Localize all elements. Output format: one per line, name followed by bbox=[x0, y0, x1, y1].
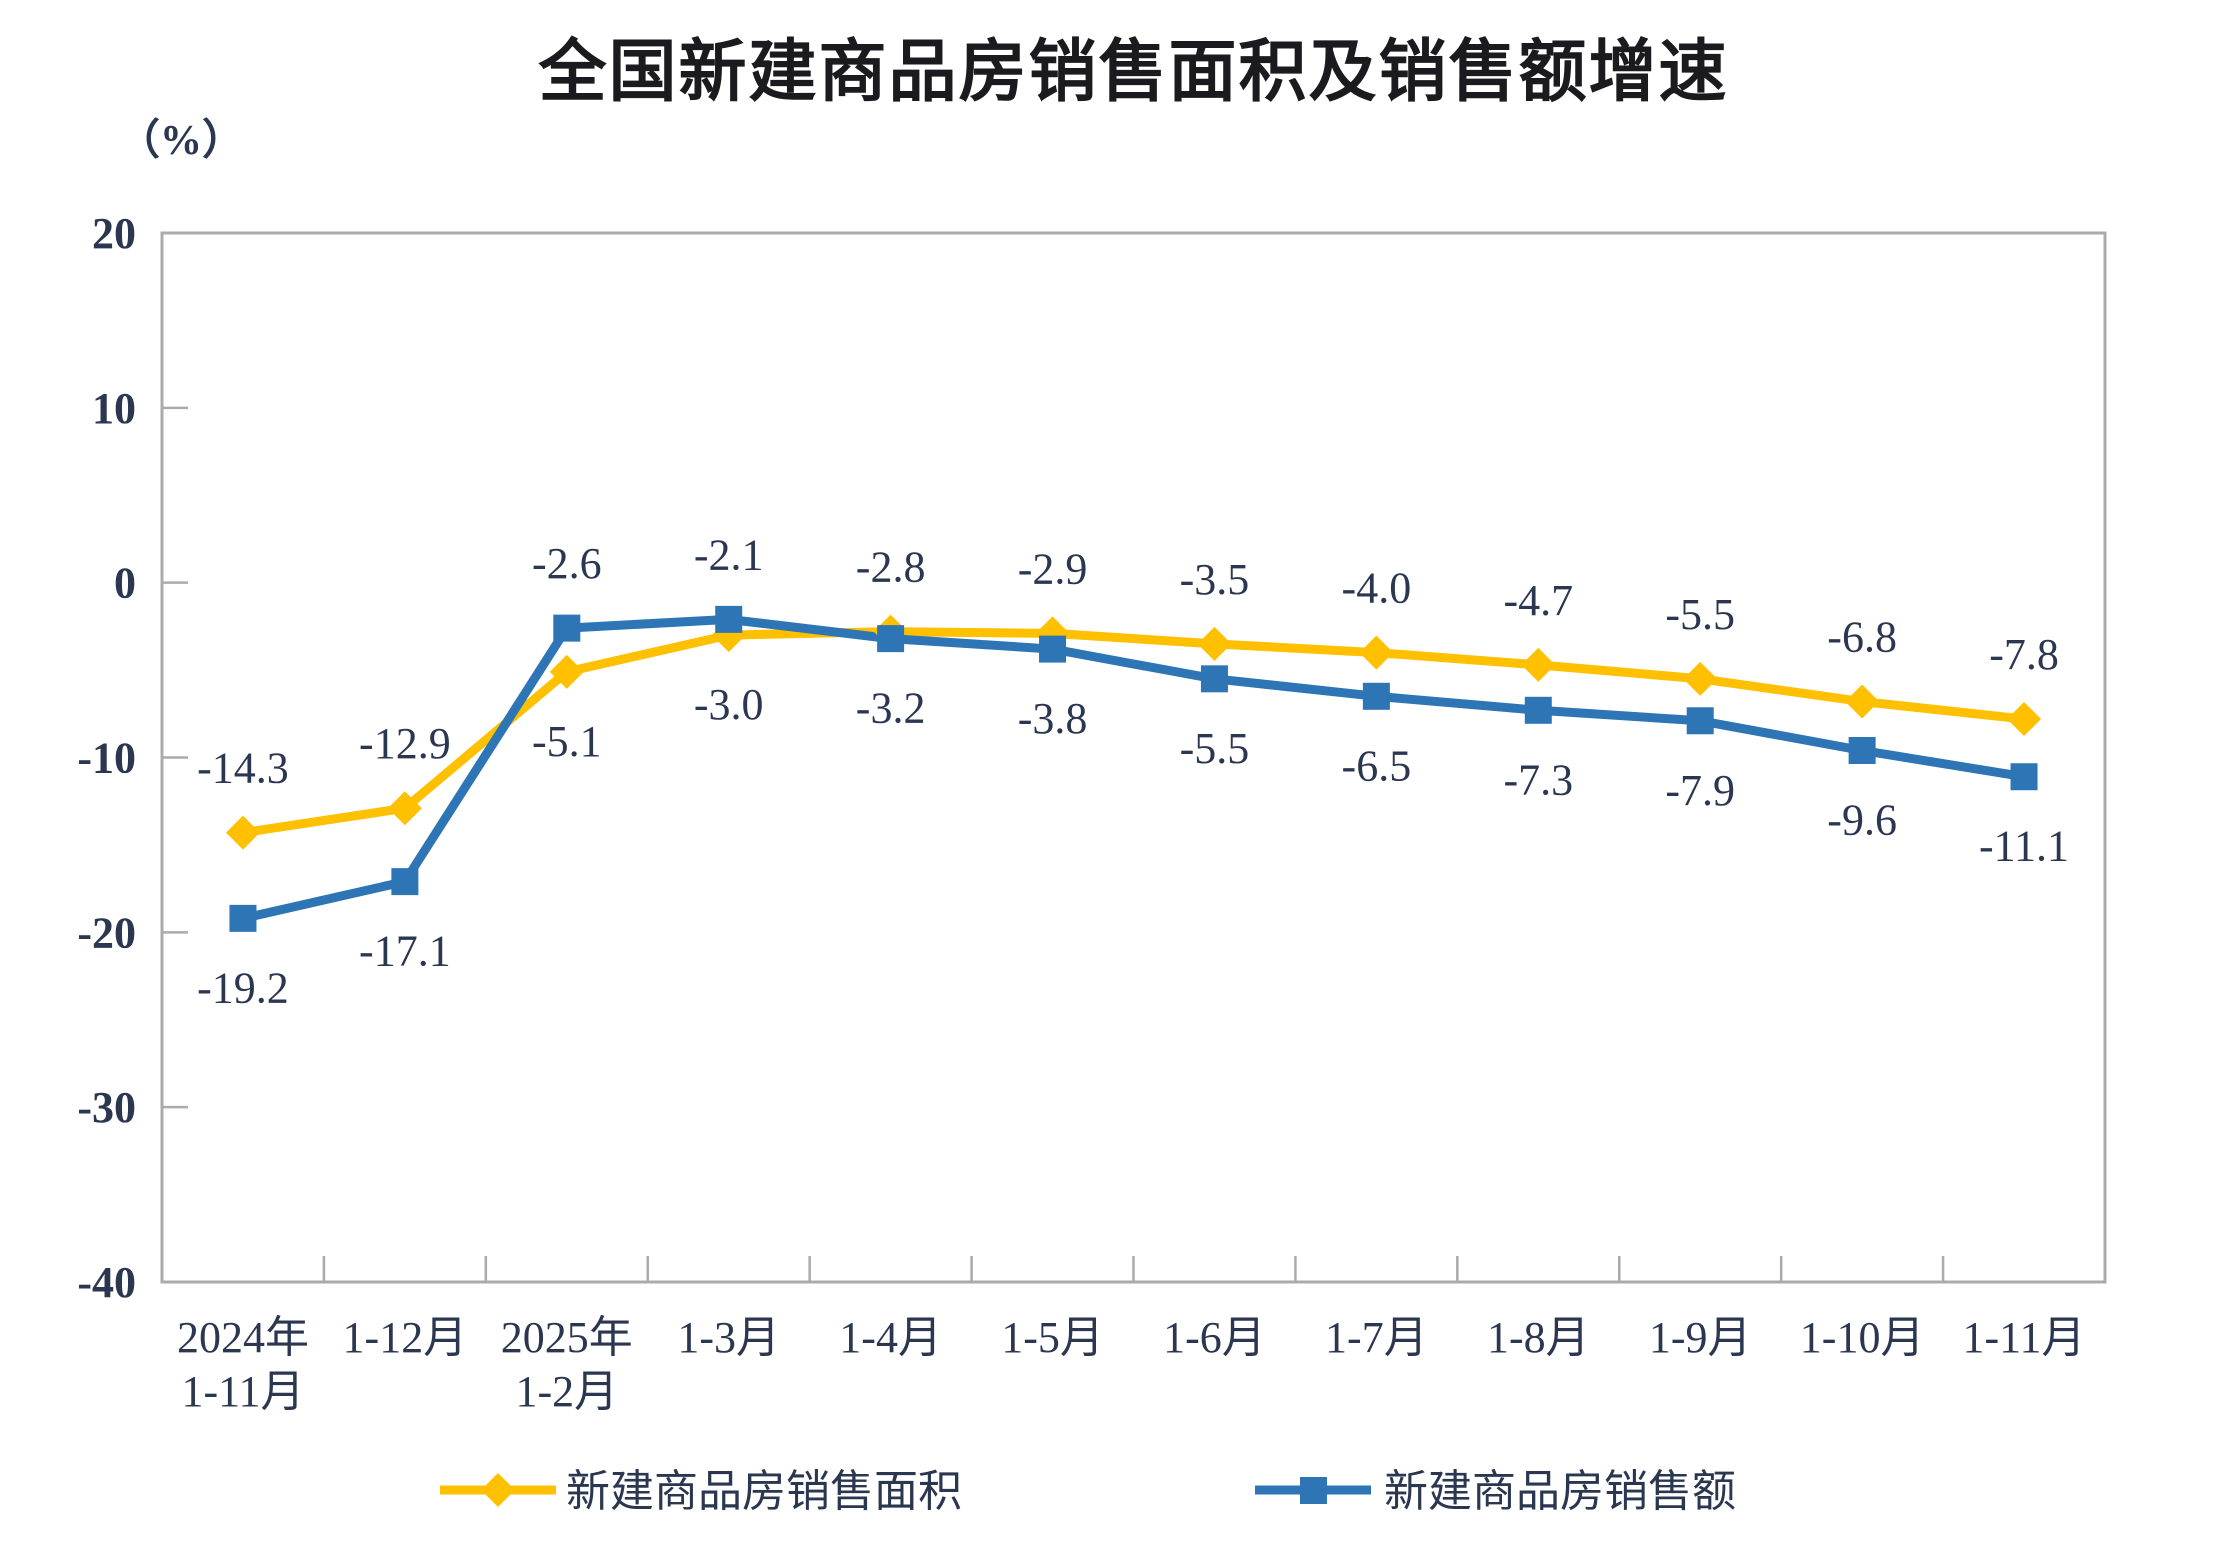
data-label-sales-area: -3.0 bbox=[694, 680, 764, 729]
data-label-sales-area: -4.7 bbox=[1503, 576, 1573, 625]
marker-diamond-icon bbox=[1197, 626, 1232, 661]
marker-square-icon bbox=[715, 605, 743, 633]
data-label-sales-amount: -7.3 bbox=[1503, 755, 1573, 804]
data-label-sales-area: -3.5 bbox=[1180, 555, 1250, 604]
data-label-sales-area: -4.0 bbox=[1342, 564, 1412, 613]
marker-diamond-icon bbox=[1359, 635, 1394, 670]
y-axis-tick-label: 0 bbox=[114, 559, 136, 608]
legend-label-sales-amount: 新建商品房销售额 bbox=[1384, 1467, 1736, 1516]
data-label-sales-area: -14.3 bbox=[197, 744, 289, 793]
data-label-sales-area: -12.9 bbox=[359, 719, 451, 768]
x-axis-category-label: 1-8月 bbox=[1487, 1313, 1590, 1362]
data-label-sales-area: -2.9 bbox=[1018, 544, 1088, 593]
y-axis-tick-label: 10 bbox=[92, 384, 136, 433]
x-axis-category-label: 1-6月 bbox=[1163, 1313, 1266, 1362]
marker-diamond-icon bbox=[1683, 661, 1718, 696]
plot-border bbox=[160, 231, 2107, 1284]
legend-marker-diamond-icon bbox=[481, 1473, 515, 1507]
data-label-sales-amount: -3.2 bbox=[856, 684, 926, 733]
legend-label-sales-area: 新建商品房销售面积 bbox=[566, 1467, 962, 1516]
x-axis-category-label: 2025年 1-2月 bbox=[501, 1313, 633, 1416]
data-label-sales-area: -6.8 bbox=[1827, 613, 1897, 662]
y-axis-tick-label: 20 bbox=[92, 209, 136, 258]
marker-square-icon bbox=[2010, 763, 2038, 791]
data-label-sales-amount: -9.6 bbox=[1827, 796, 1897, 845]
data-label-sales-area: -2.8 bbox=[856, 543, 926, 592]
data-label-sales-amount: -2.6 bbox=[532, 539, 602, 588]
y-axis-tick-label: -30 bbox=[77, 1083, 136, 1132]
x-axis-category-label: 1-5月 bbox=[1001, 1313, 1104, 1362]
y-axis-tick-label: -40 bbox=[77, 1258, 136, 1307]
y-axis-tick-label: -20 bbox=[77, 908, 136, 957]
marker-diamond-icon bbox=[1521, 647, 1556, 682]
data-label-sales-area: -5.5 bbox=[1665, 590, 1735, 639]
data-label-sales-amount: -19.2 bbox=[197, 963, 289, 1012]
legend-item-sales-amount: 新建商品房销售额 bbox=[1255, 1467, 1736, 1516]
data-label-sales-amount: -17.1 bbox=[359, 927, 451, 976]
marker-square-icon bbox=[1848, 737, 1876, 765]
marker-diamond-icon bbox=[2007, 702, 2042, 737]
x-axis-category-label: 1-9月 bbox=[1649, 1313, 1752, 1362]
marker-square-icon bbox=[553, 614, 581, 642]
marker-square-icon bbox=[1686, 707, 1714, 735]
marker-diamond-icon bbox=[549, 654, 584, 689]
legend-item-sales-area: 新建商品房销售面积 bbox=[440, 1467, 962, 1516]
legend-marker-square-icon bbox=[1300, 1477, 1327, 1504]
data-label-sales-amount: -7.9 bbox=[1665, 766, 1735, 815]
series-line-sales-amount bbox=[238, 614, 2029, 923]
y-axis-tick-label: -10 bbox=[77, 734, 136, 783]
marker-square-icon bbox=[1362, 682, 1390, 710]
data-label-sales-amount: -5.5 bbox=[1180, 724, 1250, 773]
x-axis-category-label: 1-4月 bbox=[839, 1313, 942, 1362]
marker-square-icon bbox=[1039, 635, 1067, 663]
data-label-sales-area: -5.1 bbox=[532, 717, 602, 766]
x-axis-category-label: 2024年 1-11月 bbox=[177, 1313, 309, 1416]
marker-diamond-icon bbox=[387, 791, 422, 826]
marker-square-icon bbox=[1524, 696, 1552, 724]
x-axis-category-label: 1-10月 bbox=[1800, 1313, 1925, 1362]
marker-square-icon bbox=[229, 904, 257, 932]
series-line-sales-area bbox=[238, 627, 2029, 838]
marker-square-icon bbox=[1200, 665, 1228, 693]
x-axis-category-label: 1-3月 bbox=[677, 1313, 780, 1362]
x-axis-category-label: 1-12月 bbox=[343, 1313, 468, 1362]
x-axis-category-label: 1-11月 bbox=[1963, 1313, 2086, 1362]
chart-title: 全国新建商品房销售面积及销售额增速 bbox=[538, 34, 1729, 110]
marker-square-icon bbox=[877, 625, 905, 653]
data-label-sales-amount: -11.1 bbox=[1979, 822, 2069, 871]
marker-diamond-icon bbox=[225, 815, 260, 850]
marker-square-icon bbox=[391, 868, 419, 896]
data-label-sales-amount: -2.1 bbox=[694, 530, 764, 579]
legend: 新建商品房销售面积 新建商品房销售额 bbox=[440, 1467, 1736, 1516]
y-axis-unit-label: （%） bbox=[118, 118, 245, 164]
x-axis-category-label: 1-7月 bbox=[1325, 1313, 1428, 1362]
data-label-sales-area: -7.8 bbox=[1989, 630, 2059, 679]
data-label-sales-amount: -6.5 bbox=[1342, 741, 1412, 790]
data-label-sales-amount: -3.8 bbox=[1018, 694, 1088, 743]
marker-diamond-icon bbox=[1845, 684, 1880, 719]
